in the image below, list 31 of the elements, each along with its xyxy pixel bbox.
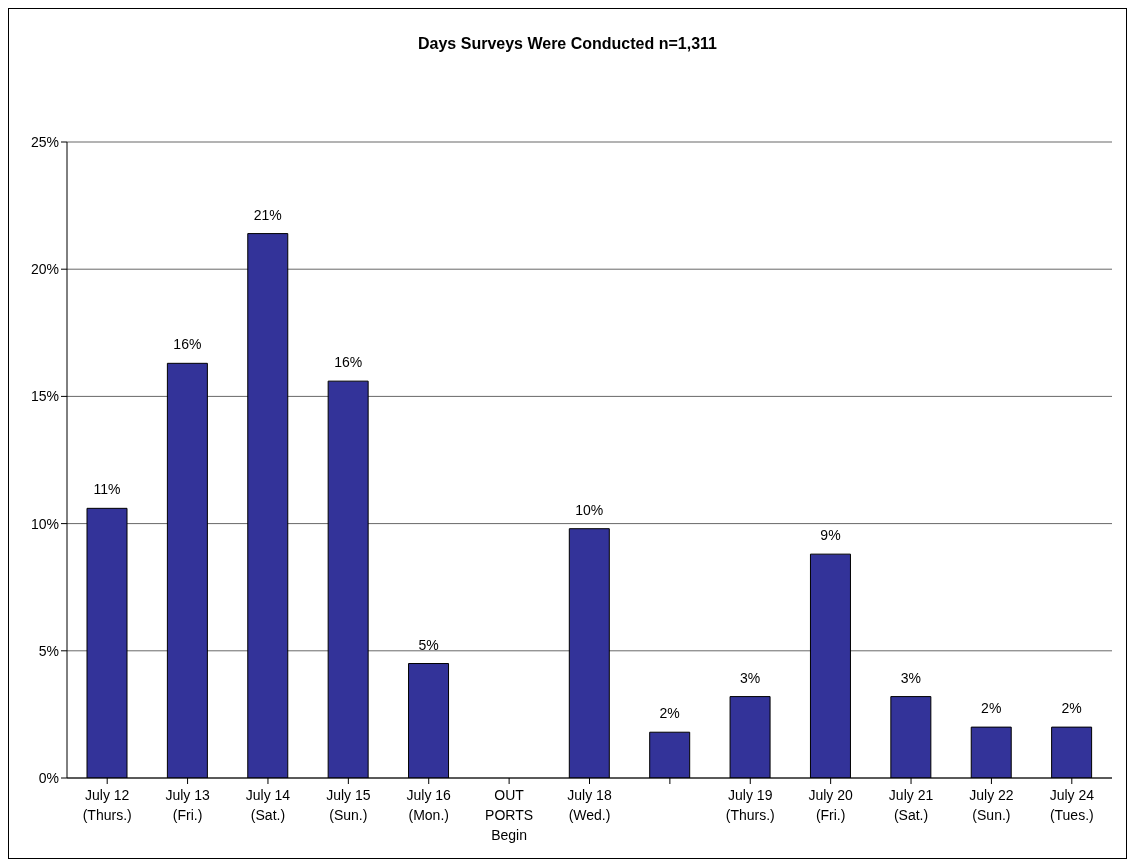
x-tick-label: July 19 (Thurs.) xyxy=(725,787,775,823)
y-tick-label: 0% xyxy=(38,769,59,786)
data-label: 16% xyxy=(334,354,363,371)
x-tick-label: July 14 (Sat.) xyxy=(245,787,291,823)
data-label: 10% xyxy=(575,501,604,518)
y-tick-label: 10% xyxy=(30,515,59,532)
data-label: 3% xyxy=(900,669,921,686)
y-tick-label: 25% xyxy=(30,133,59,150)
y-tick-label: 20% xyxy=(30,261,59,278)
y-tick-label: 5% xyxy=(38,642,59,659)
y-tick-label: 15% xyxy=(30,388,59,405)
data-label: 2% xyxy=(981,700,1002,717)
data-label: 16% xyxy=(173,336,202,353)
x-tick-label: OUT PORTS Begin xyxy=(485,787,534,843)
x-tick-label: July 12 (Thurs.) xyxy=(82,787,132,823)
chart-title: Days Surveys Were Conducted n=1,311 xyxy=(417,35,718,53)
x-tick-label: July 21 (Sat.) xyxy=(888,787,934,823)
data-label: 2% xyxy=(1061,700,1082,717)
x-tick-label: July 18 (Wed.) xyxy=(567,787,612,823)
x-tick-label: July 22 (Sun.) xyxy=(969,787,1014,823)
data-label: 3% xyxy=(739,669,761,686)
x-tick-label: July 13 (Fri.) xyxy=(165,787,210,823)
x-tick-label: July 16 (Mon.) xyxy=(406,787,452,823)
x-tick-label: July 20 (Fri.) xyxy=(808,787,854,823)
data-label: 9% xyxy=(820,527,841,544)
data-label: 5% xyxy=(418,636,439,653)
x-tick-label: July 15 (Sun.) xyxy=(326,787,371,823)
data-label: 21% xyxy=(253,206,282,223)
x-tick-label: July 24 (Tues.) xyxy=(1049,787,1095,823)
data-label: 2% xyxy=(659,705,680,722)
data-label: 11% xyxy=(93,481,121,498)
